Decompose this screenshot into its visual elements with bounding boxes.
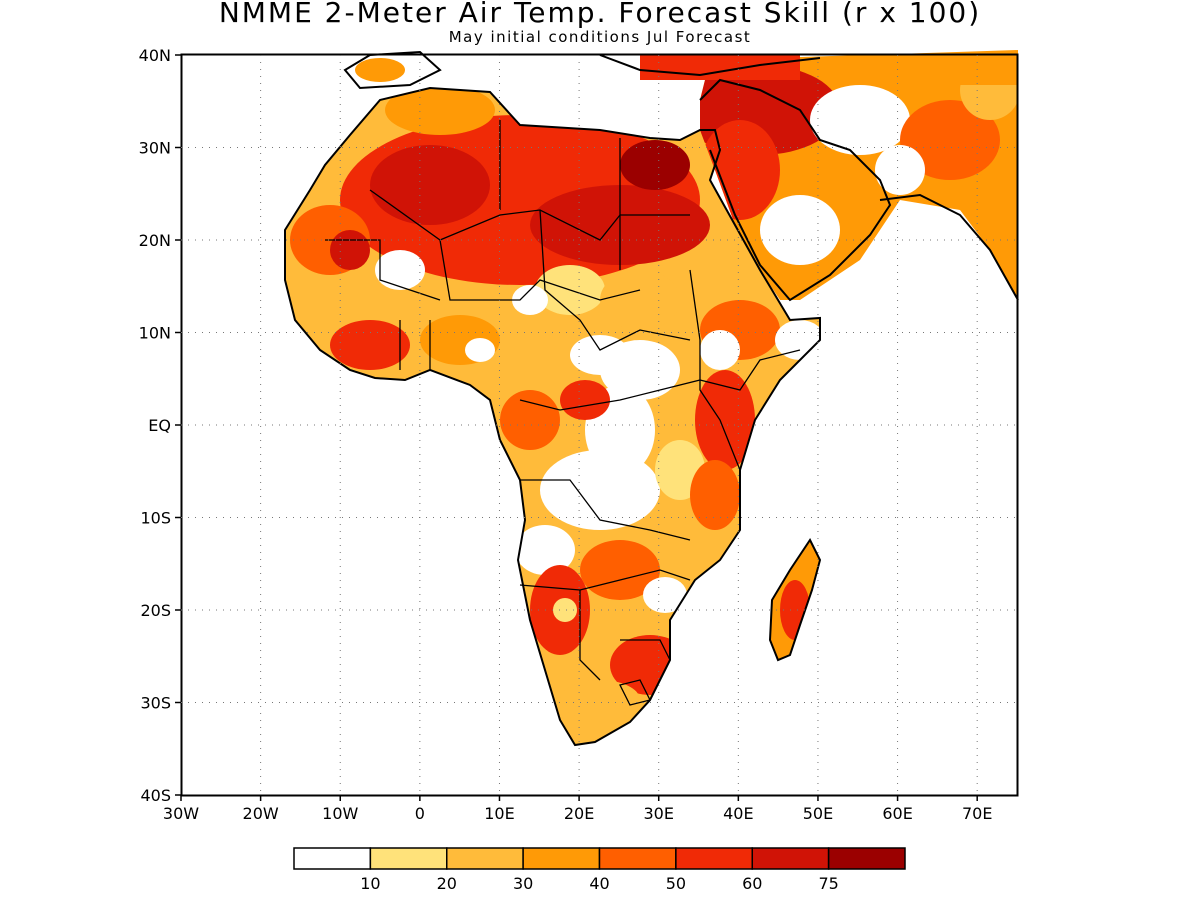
x-tick-label: 50E [803,804,833,823]
iberia-skill [355,58,405,82]
y-tick-label: 40N [139,46,171,65]
colorbar-swatch [369,847,448,870]
y-tick-label: EQ [148,416,171,435]
x-tick-label: 10W [322,804,358,823]
y-tick-label: 10S [140,509,171,528]
x-tick-label: 40E [723,804,753,823]
x-tick-label: 70E [962,804,992,823]
x-tick-label: 10E [484,804,514,823]
x-tick-label: 20E [564,804,594,823]
x-tick-label: 30W [163,804,199,823]
y-tick-label: 40S [140,786,171,805]
colorbar-swatch [522,847,601,870]
y-tick-label: 20S [140,601,171,620]
colorbar-swatch [751,847,830,870]
x-tick-label: 20W [243,804,279,823]
y-tick-label: 30S [140,694,171,713]
x-tick-label: 30E [643,804,673,823]
y-axis-ticks: 40N 30N 20N 10N EQ 10S 20S 30S 40S [139,46,181,805]
map-title: NMME 2-Meter Air Temp. Forecast Skill (r… [218,0,982,29]
colorbar-label: 10 [360,874,380,893]
colorbar: 10 20 30 40 50 60 75 [293,847,906,893]
madagascar-skill [770,540,820,660]
colorbar-label: 75 [818,874,838,893]
colorbar-swatch [293,847,372,870]
colorbar-swatch [598,847,677,870]
colorbar-swatch [675,847,753,870]
y-tick-label: 20N [139,231,171,250]
x-axis-ticks: 30W 20W 10W 0 10E 20E 30E 40E 50E 60E 70E [163,795,992,823]
x-tick-label: 0 [415,804,425,823]
colorbar-label: 60 [742,874,762,893]
europe-skill-strip [640,55,800,80]
y-tick-label: 10N [139,324,171,343]
grid-lines [181,55,1017,795]
map-subtitle: May initial conditions Jul Forecast [448,28,752,46]
colorbar-swatch [446,847,524,870]
colorbar-label: 40 [589,874,609,893]
colorbar-label: 30 [513,874,533,893]
x-tick-label: 60E [882,804,912,823]
colorbar-label: 50 [666,874,686,893]
colorbar-label: 20 [437,874,457,893]
asia-skill-strip [850,55,1018,85]
y-tick-label: 30N [139,139,171,158]
colorbar-swatch [827,847,906,870]
